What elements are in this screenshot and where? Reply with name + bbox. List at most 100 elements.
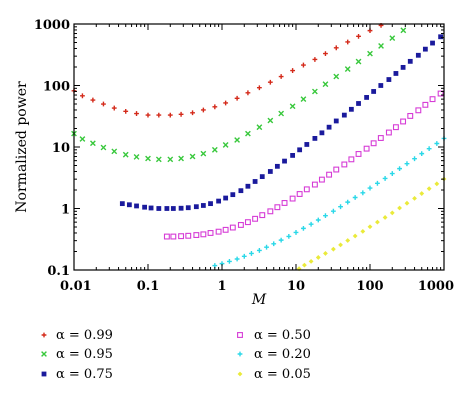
data-point <box>156 206 162 211</box>
data-point <box>426 186 432 192</box>
data-point <box>167 156 174 163</box>
data-point <box>360 228 366 234</box>
data-point <box>274 204 281 211</box>
legend-item: α = 0.99 <box>41 328 113 343</box>
data-point <box>216 198 222 204</box>
data-point <box>241 253 247 259</box>
data-point <box>215 228 222 235</box>
data-point <box>426 146 432 152</box>
data-point <box>256 85 262 91</box>
data-point <box>238 188 244 194</box>
legend-item: α = 0.05 <box>237 367 311 382</box>
data-point <box>245 183 251 189</box>
data-point <box>323 251 328 256</box>
data-point <box>237 222 244 228</box>
data-point <box>378 83 384 88</box>
legend-label: α = 0.99 <box>56 328 113 343</box>
data-point <box>341 161 348 168</box>
data-point <box>234 256 240 262</box>
legend-label: α = 0.75 <box>56 367 113 382</box>
data-point <box>155 156 162 163</box>
y-tick-label: 1000 <box>34 18 70 33</box>
data-point <box>200 231 207 238</box>
data-point <box>259 174 265 180</box>
data-point <box>207 230 214 236</box>
data-point <box>193 204 199 210</box>
data-point <box>308 258 314 264</box>
series-5 <box>212 135 447 268</box>
data-point <box>415 52 421 58</box>
data-point <box>264 244 269 250</box>
data-point <box>252 215 259 222</box>
legend-marker <box>41 371 47 377</box>
data-point <box>389 35 396 41</box>
data-point <box>364 95 370 100</box>
y-axis-title: Normalized power <box>14 81 30 213</box>
y-tick-label: 1 <box>61 203 70 218</box>
x-tick-label: 1 <box>217 279 226 294</box>
legend-marker <box>41 351 47 357</box>
data-point <box>397 205 402 211</box>
data-point <box>111 148 118 155</box>
data-point <box>286 233 292 239</box>
data-point <box>344 66 351 72</box>
data-point <box>212 104 218 110</box>
x-tick-label: 10 <box>287 279 305 294</box>
data-point <box>123 108 129 114</box>
data-point <box>367 50 373 57</box>
data-point <box>356 101 361 106</box>
data-point <box>407 112 414 119</box>
data-point <box>404 200 410 206</box>
data-point <box>200 150 207 157</box>
legend-item: α = 0.95 <box>41 347 113 362</box>
data-point <box>271 241 277 247</box>
data-point <box>134 111 139 116</box>
data-point <box>223 195 229 201</box>
data-point <box>189 153 196 160</box>
data-point <box>302 262 307 268</box>
data-point <box>142 204 148 210</box>
data-point <box>348 106 354 112</box>
data-point <box>338 242 343 248</box>
data-point <box>333 73 340 80</box>
data-point <box>438 34 444 40</box>
data-point <box>193 232 200 239</box>
data-point <box>312 135 318 141</box>
data-point <box>338 204 343 210</box>
data-point <box>156 112 162 118</box>
data-point <box>227 258 232 264</box>
series-2 <box>71 27 407 163</box>
legend-label: α = 0.20 <box>254 347 311 362</box>
data-point <box>278 74 284 79</box>
data-point <box>352 233 358 239</box>
data-point <box>412 195 417 201</box>
data-point <box>437 90 444 97</box>
data-point <box>326 124 332 130</box>
data-point <box>301 62 306 68</box>
data-point <box>259 212 266 219</box>
data-point <box>252 179 258 184</box>
data-point <box>267 79 273 85</box>
data-point <box>178 155 184 162</box>
data-point <box>244 219 251 226</box>
data-point <box>375 219 380 225</box>
data-point <box>200 107 206 113</box>
data-point <box>392 124 399 131</box>
data-point <box>311 88 318 95</box>
data-point <box>245 130 251 137</box>
legend-item: α = 0.50 <box>237 328 311 343</box>
data-point <box>230 192 236 198</box>
data-point <box>267 208 274 215</box>
legend-label: α = 0.95 <box>56 347 113 362</box>
legend: α = 0.99 α = 0.95 α = 0.75 α = 0.50 α = 0.20… <box>41 328 311 382</box>
legend-label: α = 0.05 <box>254 367 311 382</box>
legend-item: α = 0.75 <box>41 367 113 382</box>
data-point <box>422 46 428 52</box>
data-point <box>297 147 303 153</box>
data-point <box>170 206 176 211</box>
legend-item: α = 0.20 <box>237 347 311 362</box>
data-point <box>312 57 318 62</box>
data-point <box>355 151 362 157</box>
data-point <box>400 118 407 125</box>
data-point <box>323 213 328 219</box>
